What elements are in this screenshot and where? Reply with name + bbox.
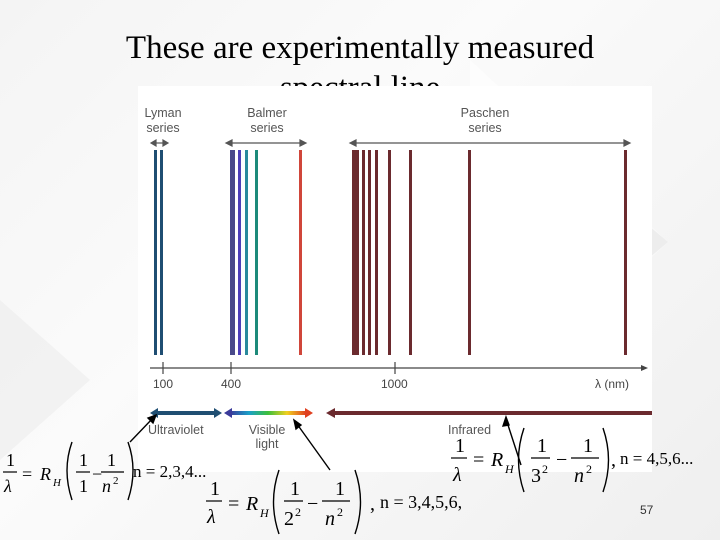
svg-text:R: R — [245, 493, 258, 515]
svg-text:2: 2 — [295, 505, 301, 519]
formula-numerator: 1 — [6, 450, 15, 470]
spectral-line — [409, 150, 412, 355]
svg-text:1: 1 — [290, 478, 300, 500]
spectral-line — [352, 150, 359, 355]
svg-text:−: − — [307, 493, 318, 515]
lyman-lines — [154, 150, 163, 355]
svg-text:=: = — [22, 464, 32, 484]
balmer-lines — [230, 150, 302, 355]
ultraviolet-arrow — [150, 408, 222, 418]
lyman-series-label: Lyman series — [144, 106, 182, 135]
spectral-line — [238, 150, 241, 355]
paschen-n-values: n = 4,5,6... — [620, 449, 694, 468]
infrared-label: Infrared — [448, 423, 492, 437]
tick-label-400: 400 — [221, 377, 242, 391]
svg-text:λ: λ — [3, 476, 12, 496]
balmer-n1: 2 — [284, 508, 294, 530]
svg-text:1: 1 — [210, 478, 220, 500]
spectral-line — [160, 150, 163, 355]
paschen-lines — [352, 150, 627, 355]
lyman-n-values: n = 2,3,4... — [133, 462, 207, 481]
visible-arrow — [224, 408, 313, 418]
svg-text:n: n — [325, 508, 335, 530]
balmer-bracket — [224, 139, 308, 147]
svg-text:1: 1 — [107, 450, 116, 470]
svg-text:2: 2 — [337, 505, 343, 519]
svg-text:,: , — [370, 493, 375, 515]
svg-text:n: n — [102, 476, 111, 496]
infrared-arrow — [326, 408, 652, 418]
spectral-line — [154, 150, 157, 355]
spectral-line — [468, 150, 471, 355]
title-line-1: These are experimentally measured — [125, 30, 595, 66]
axis-label: λ (nm) — [595, 377, 629, 391]
paschen-series-label: Paschen series — [460, 106, 510, 135]
spectrum-graphic — [149, 138, 652, 418]
spectral-line — [368, 150, 371, 355]
svg-text:−: − — [92, 464, 102, 484]
spectral-line — [388, 150, 391, 355]
balmer-series-label: Balmer series — [247, 106, 287, 135]
page-number: 57 — [640, 503, 654, 517]
svg-text:H: H — [259, 506, 270, 520]
spectral-line — [255, 150, 258, 355]
svg-text:=: = — [228, 493, 239, 515]
svg-text:1: 1 — [335, 478, 345, 500]
spectral-line — [624, 150, 627, 355]
lyman-bracket — [149, 138, 170, 148]
svg-text:H: H — [52, 477, 62, 489]
spectral-line — [299, 150, 302, 355]
balmer-n-values: n = 3,4,5,6, — [380, 492, 463, 512]
svg-text:λ: λ — [206, 506, 216, 528]
visible-light-label: Visible light — [248, 423, 286, 451]
spectral-line — [245, 150, 248, 355]
spectral-line — [362, 150, 365, 355]
svg-text:2: 2 — [113, 475, 119, 487]
paschen-bracket — [348, 139, 632, 147]
svg-text:R: R — [39, 464, 51, 484]
ultraviolet-label: Ultraviolet — [148, 423, 204, 437]
wavelength-axis — [150, 362, 648, 374]
hydrogen-spectrum-figure: Lyman series Balmer series Paschen series 1… — [138, 86, 652, 472]
lyman-n1: 1 — [79, 476, 88, 496]
spectral-line — [230, 150, 235, 355]
tick-label-1000: 1000 — [381, 377, 408, 391]
spectral-line — [375, 150, 378, 355]
svg-text:1: 1 — [79, 450, 88, 470]
tick-label-100: 100 — [153, 377, 174, 391]
